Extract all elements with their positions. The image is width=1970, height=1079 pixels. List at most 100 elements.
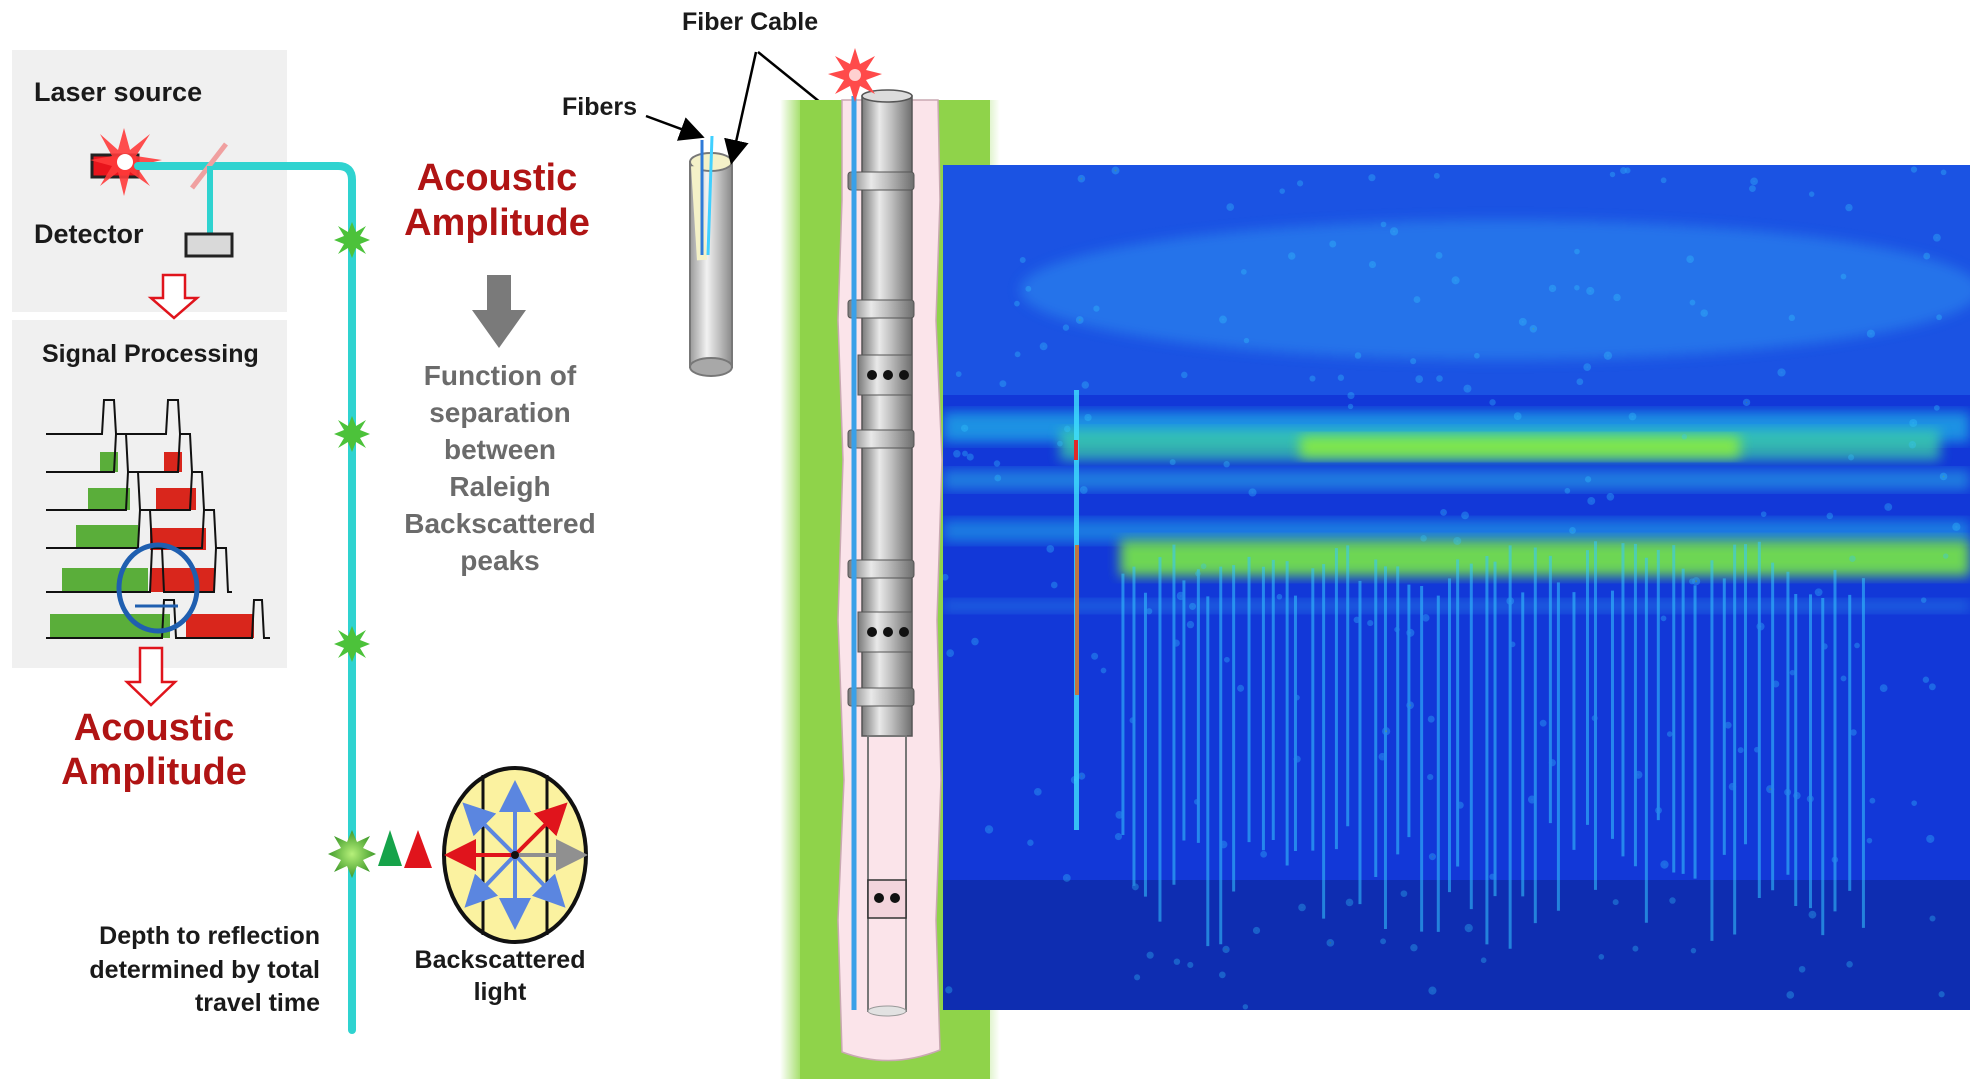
- waterfall-speckle: [1539, 719, 1547, 727]
- waterfall-speckle: [1389, 227, 1399, 236]
- waterfall-speckle: [966, 453, 974, 461]
- waterfall-speckle: [1062, 324, 1070, 331]
- waterfall-speckle: [1620, 167, 1627, 174]
- splice-star-icon: [334, 416, 370, 452]
- waterfall-speckle: [1513, 412, 1522, 421]
- waterfall-speckle: [1025, 285, 1032, 292]
- waterfall-speckle: [1583, 363, 1592, 371]
- waterfall-speckle: [1474, 352, 1480, 359]
- waterfall-speckle: [1413, 296, 1421, 303]
- waterfall-speckle: [1062, 874, 1071, 882]
- green-peak: [378, 830, 402, 866]
- waterfall-speckle: [1293, 755, 1301, 763]
- waterfall-speckle: [1821, 643, 1828, 650]
- waterfall-speckle: [1603, 351, 1613, 360]
- waterfall-speckle: [1660, 177, 1667, 184]
- waterfall-speckle: [1772, 680, 1780, 688]
- waterfall-speckle: [1131, 883, 1139, 891]
- waterfall-speckle: [1294, 694, 1300, 701]
- waterfall-speckle: [1222, 945, 1230, 954]
- acoustic-amplitude-left-line2: Amplitude: [61, 751, 247, 793]
- waterfall-speckle: [1176, 591, 1185, 601]
- waterfall-speckle: [1576, 378, 1584, 386]
- waterfall-speckle: [993, 460, 1001, 467]
- waterfall-speckle: [1329, 240, 1337, 248]
- waterfall-speckle: [1724, 721, 1732, 729]
- waterfall-speckle: [1634, 770, 1643, 779]
- waterfall-speckle: [1606, 492, 1615, 501]
- waterfall-speckle: [1933, 405, 1940, 411]
- waterfall-speckle: [1354, 352, 1362, 359]
- waterfall-speckle: [1433, 172, 1440, 179]
- waterfall-speckle: [1091, 652, 1099, 660]
- waterfall-speckle: [1669, 897, 1676, 904]
- waterfall-speckle: [1114, 833, 1123, 841]
- waterfall-speckle: [1518, 317, 1527, 326]
- waterfall-speckle: [1309, 375, 1316, 382]
- waterfall-speckle: [1428, 853, 1436, 861]
- waterfall-speckle: [1440, 508, 1447, 516]
- backscatter-circle-icon: [442, 766, 588, 944]
- waterfall-speckle: [1742, 398, 1751, 407]
- waterfall-speckle: [1587, 496, 1596, 505]
- waterfall-speckle: [1410, 358, 1417, 365]
- waterfall-speckle: [946, 649, 955, 657]
- waterfall-speckle: [1378, 752, 1387, 761]
- waterfall-speckle: [1422, 614, 1430, 622]
- waterfall-speckle: [1100, 667, 1107, 674]
- splice-star-icon: [334, 626, 370, 662]
- waterfall-speckle: [1464, 923, 1473, 933]
- waterfall-speckle: [962, 450, 968, 457]
- waterfall-speckle: [1786, 991, 1795, 999]
- waterfall-speckle: [1609, 171, 1616, 178]
- waterfall-speckle: [1591, 715, 1598, 722]
- function-note-line2: separation: [429, 397, 571, 428]
- waterfall-speckle: [1427, 715, 1435, 723]
- waterfall-speckle: [1415, 375, 1424, 383]
- waterfall-speckle: [1939, 472, 1948, 481]
- waterfall-speckle: [1910, 166, 1918, 173]
- waterfall-speckle: [1223, 656, 1230, 663]
- waterfall-speckle: [1548, 759, 1556, 767]
- waterfall-speckle: [943, 573, 949, 581]
- waterfall-speckle: [1014, 351, 1021, 358]
- waterfall-speckle: [1368, 261, 1377, 269]
- backscattered-light-line1: Backscattered: [415, 946, 586, 974]
- waterfall-speckle: [1908, 441, 1917, 449]
- backscattered-light-line2: light: [474, 978, 527, 1006]
- waterfall-speckle: [1660, 615, 1667, 622]
- waterfall-speckle: [1689, 299, 1696, 306]
- waterfall-speckle: [1345, 898, 1354, 907]
- waterfall-speckle: [1909, 418, 1918, 428]
- waterfall-speckle: [1584, 476, 1592, 483]
- waterfall-speckle: [1463, 384, 1472, 393]
- waterfall-speckle: [1737, 747, 1744, 754]
- waterfall-speckle: [1920, 597, 1927, 603]
- waterfall-speckle: [1574, 284, 1580, 291]
- waterfall-speckle: [961, 424, 969, 432]
- waterfall-speckle: [1260, 850, 1268, 858]
- waterfall-speckle: [1749, 185, 1756, 193]
- acoustic-amplitude-center-line1: Acoustic: [417, 157, 577, 199]
- waterfall-speckle: [1014, 300, 1020, 307]
- waterfall-speckle: [1564, 487, 1571, 494]
- waterfall-speckle: [1938, 991, 1945, 998]
- waterfall-speckle: [1347, 391, 1355, 400]
- waterfall-speckle: [1081, 381, 1090, 389]
- waterfall-speckle: [1808, 191, 1815, 197]
- waterfall-speckle: [1145, 608, 1153, 615]
- fiber-cable-arrow-1: [724, 51, 758, 165]
- waterfall-speckle: [1686, 255, 1695, 264]
- waterfall-speckle: [1252, 926, 1261, 935]
- waterfall-speckle: [1850, 729, 1857, 736]
- laser-star-icon: [828, 48, 882, 102]
- waterfall-speckle: [1848, 454, 1855, 461]
- waterfall-speckle: [1242, 1004, 1249, 1010]
- pulse-traces: [46, 399, 270, 639]
- waterfall-speckle: [1681, 434, 1688, 440]
- waterfall-speckle: [1509, 641, 1516, 648]
- waterfall-speckle: [1826, 512, 1834, 520]
- waterfall-speckle: [953, 450, 961, 458]
- waterfall-speckle: [1288, 252, 1296, 260]
